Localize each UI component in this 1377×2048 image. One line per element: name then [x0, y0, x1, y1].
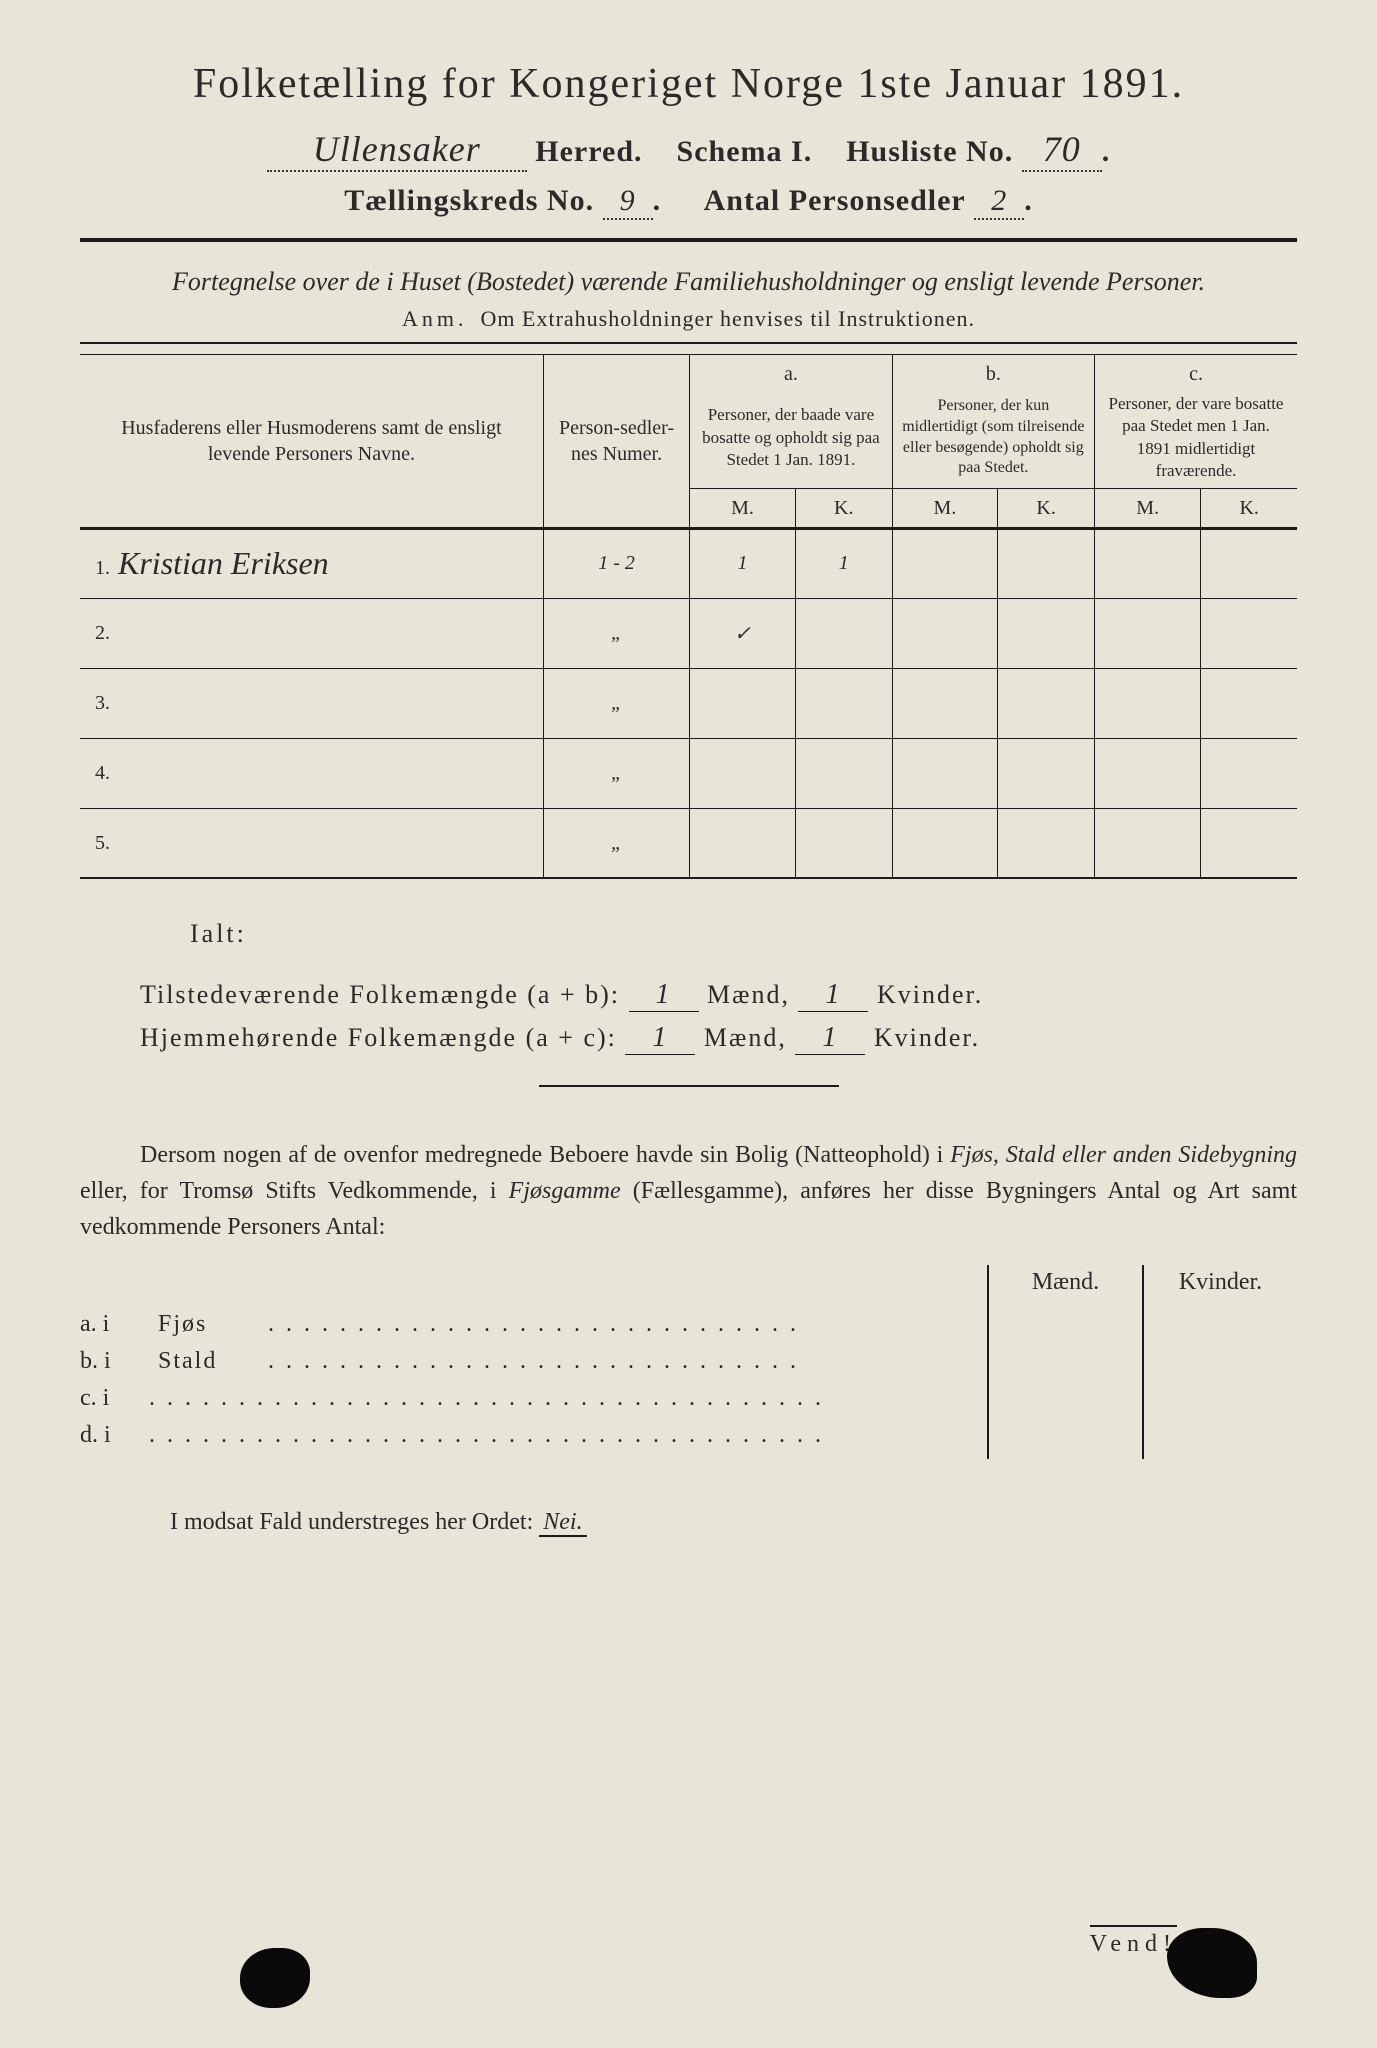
antal-number: 2	[974, 184, 1024, 220]
table-row: 1.Kristian Eriksen 1 - 2 1 1	[80, 528, 1297, 598]
col-header-c: Personer, der vare bosatte paa Stedet me…	[1095, 387, 1297, 488]
building-row: c. i . . . . . . . . . . . . . . . . . .…	[80, 1385, 967, 1412]
header-line-1: Ullensaker Herred. Schema I. Husliste No…	[80, 128, 1297, 172]
paragraph-buildings: Dersom nogen af de ovenfor medregnede Be…	[80, 1137, 1297, 1245]
herred-name-handwritten: Ullensaker	[267, 128, 527, 172]
buildings-left: a. i Fjøs. . . . . . . . . . . . . . . .…	[80, 1265, 987, 1459]
table-row: 4. „	[80, 738, 1297, 808]
col-c-k: K.	[1201, 488, 1297, 528]
buildings-right: Mænd. Kvinder.	[987, 1265, 1297, 1459]
col-header-a-top: a.	[690, 355, 892, 388]
col-header-c-top: c.	[1095, 355, 1297, 388]
ialt-ac-m: 1	[625, 1022, 695, 1055]
page-title: Folketælling for Kongeriget Norge 1ste J…	[80, 60, 1297, 108]
col-b-k: K.	[998, 488, 1095, 528]
ialt-line-2: Hjemmehørende Folkemængde (a + c): 1 Mæn…	[140, 1022, 1297, 1055]
col-header-b-top: b.	[892, 355, 1094, 388]
col-a-k: K.	[795, 488, 892, 528]
nei-line: I modsat Fald understreges her Ordet: Ne…	[170, 1509, 1297, 1536]
building-row: b. i Stald. . . . . . . . . . . . . . . …	[80, 1348, 967, 1375]
ialt-ab-k: 1	[798, 979, 868, 1012]
nei-word: Nei.	[539, 1509, 586, 1537]
ialt-ab-m: 1	[629, 979, 699, 1012]
buildings-kvinder-col: Kvinder.	[1144, 1265, 1297, 1459]
husliste-label: Husliste No.	[846, 135, 1013, 168]
col-header-a: Personer, der baade vare bosatte og opho…	[690, 387, 892, 488]
husliste-number: 70	[1022, 128, 1102, 172]
table-row: 5. „	[80, 808, 1297, 878]
herred-label: Herred.	[535, 135, 642, 168]
kreds-number: 9	[603, 184, 653, 220]
table-header-row-1: Husfaderens eller Husmoderens samt de en…	[80, 355, 1297, 388]
schema-label: Schema I.	[677, 135, 813, 168]
vend-label: Vend!	[1090, 1925, 1177, 1958]
buildings-maend-col: Mænd.	[989, 1265, 1144, 1459]
subtitle: Fortegnelse over de i Huset (Bostedet) v…	[80, 264, 1297, 300]
ink-blot-icon	[240, 1948, 310, 2008]
col-header-number: Person-sedler-nes Numer.	[543, 355, 689, 528]
kreds-label: Tællingskreds No.	[344, 184, 594, 217]
rule-thin-1	[80, 342, 1297, 344]
rule-thick-1	[80, 238, 1297, 242]
col-header-b: Personer, der kun midlertidigt (som tilr…	[892, 387, 1094, 488]
person-name: Kristian Eriksen	[118, 545, 329, 581]
antal-label: Antal Personsedler	[704, 184, 966, 217]
table-row: 2. „ ✓	[80, 598, 1297, 668]
table-row: 3. „	[80, 668, 1297, 738]
census-table: Husfaderens eller Husmoderens samt de en…	[80, 354, 1297, 879]
ialt-label: Ialt:	[190, 919, 1297, 949]
col-c-m: M.	[1095, 488, 1201, 528]
anm-text: Om Extrahusholdninger henvises til Instr…	[481, 306, 975, 331]
col-a-m: M.	[690, 488, 796, 528]
ialt-line-1: Tilstedeværende Folkemængde (a + b): 1 M…	[140, 979, 1297, 1012]
ialt-ac-k: 1	[795, 1022, 865, 1055]
col-b-m: M.	[892, 488, 998, 528]
col-header-name: Husfaderens eller Husmoderens samt de en…	[80, 355, 543, 528]
census-form-page: Folketælling for Kongeriget Norge 1ste J…	[80, 60, 1297, 1988]
ink-blot-icon	[1167, 1928, 1257, 1998]
person-number: 1 - 2	[543, 528, 689, 598]
building-row: d. i . . . . . . . . . . . . . . . . . .…	[80, 1422, 967, 1449]
anm-line: Anm. Om Extrahusholdninger henvises til …	[80, 306, 1297, 332]
building-row: a. i Fjøs. . . . . . . . . . . . . . . .…	[80, 1311, 967, 1338]
buildings-table: a. i Fjøs. . . . . . . . . . . . . . . .…	[80, 1265, 1297, 1459]
anm-prefix: Anm.	[402, 306, 468, 331]
header-line-2: Tællingskreds No. 9. Antal Personsedler …	[80, 184, 1297, 220]
rule-short	[539, 1085, 839, 1087]
